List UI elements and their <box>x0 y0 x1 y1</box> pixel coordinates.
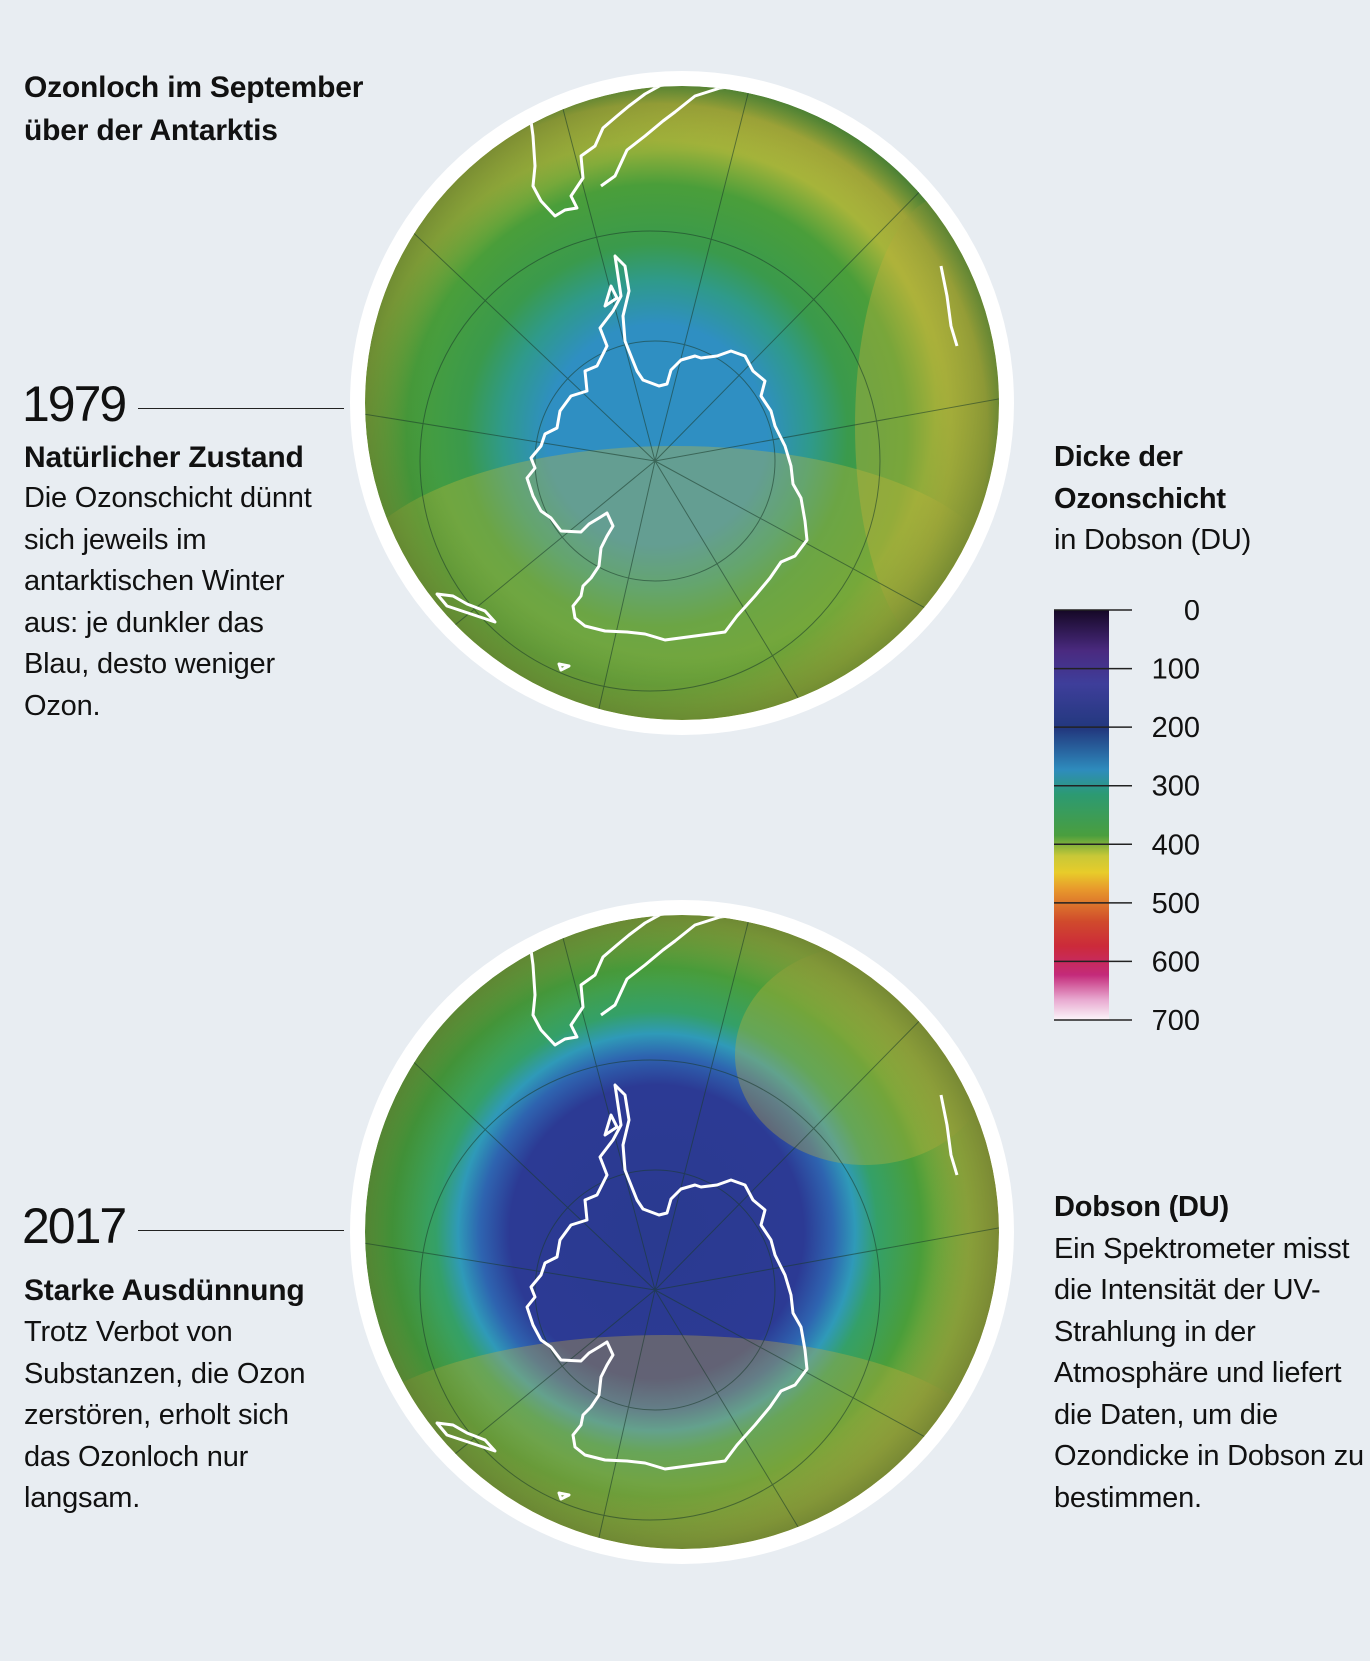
legend-title-bold: Dicke der Ozonschicht <box>1054 441 1226 515</box>
ozone-map-2017 <box>350 900 1014 1564</box>
panel-2017-text: Trotz Verbot von Substanzen, die Ozon ze… <box>24 1316 306 1514</box>
legend-tick-label-500: 500 <box>1152 888 1200 920</box>
legend-tick-label-300: 300 <box>1152 771 1200 803</box>
colorbar-gradient <box>1054 610 1109 1020</box>
panel-1979-text: Die Ozonschicht dünnt sich jeweils im an… <box>24 482 312 722</box>
dobson-note-text: Ein Spektrometer misst die Intensität de… <box>1054 1232 1364 1514</box>
globe-2017-graticule <box>365 915 999 1549</box>
legend-title: Dicke der Ozonschicht in Dobson (DU) <box>1054 437 1364 562</box>
globe-2017-coastlines <box>435 915 959 1501</box>
year-1979-label: 1979 <box>22 376 127 432</box>
dobson-note-heading: Dobson (DU) <box>1054 1191 1229 1223</box>
globe-1979-graticule <box>365 86 999 720</box>
year-1979-leader-line <box>138 408 344 409</box>
legend-tick-label-0: 0 <box>1184 600 1200 627</box>
legend-colorbar: 0 100 200 300 400 500 600 700 <box>1054 600 1200 1030</box>
year-2017-label: 2017 <box>22 1198 127 1254</box>
panel-1979-heading: Natürlicher Zustand <box>24 441 304 474</box>
legend-tick-label-200: 200 <box>1152 712 1200 744</box>
legend-tick-label-400: 400 <box>1152 829 1200 861</box>
globe-2017-edge-shade <box>365 915 999 1549</box>
legend-tick-label-100: 100 <box>1152 654 1200 686</box>
dobson-note: Dobson (DU) Ein Spektrometer misst die I… <box>1054 1187 1364 1519</box>
legend-tick-label-700: 700 <box>1152 1005 1200 1030</box>
infographic-title: Ozonloch im September über der Antarktis <box>24 71 364 147</box>
ozone-map-1979 <box>350 71 1014 735</box>
globe-1979-coastlines <box>435 86 959 672</box>
legend-tick-label-600: 600 <box>1152 946 1200 978</box>
year-2017-leader-line <box>138 1230 344 1231</box>
legend-subtitle: in Dobson (DU) <box>1054 524 1252 556</box>
panel-2017-heading: Starke Ausdünnung <box>24 1274 305 1307</box>
globe-1979-edge-shade <box>365 86 999 720</box>
